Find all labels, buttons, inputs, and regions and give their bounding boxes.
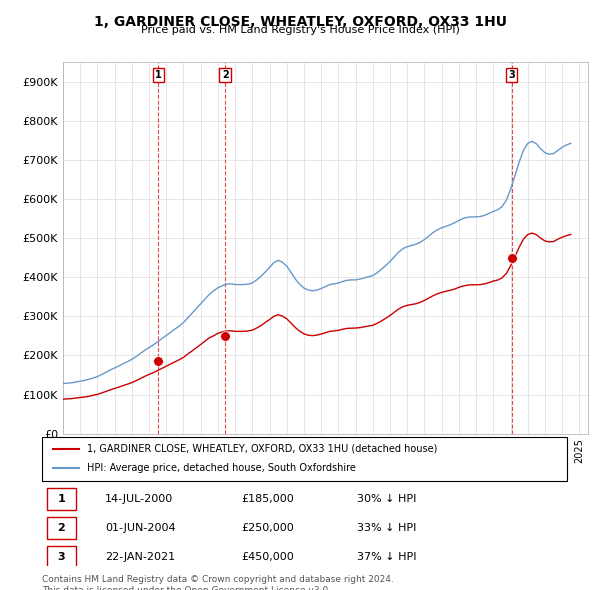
Text: HPI: Average price, detached house, South Oxfordshire: HPI: Average price, detached house, Sout…	[86, 464, 355, 473]
Text: 14-JUL-2000: 14-JUL-2000	[105, 494, 173, 504]
Text: 1, GARDINER CLOSE, WHEATLEY, OXFORD, OX33 1HU: 1, GARDINER CLOSE, WHEATLEY, OXFORD, OX3…	[94, 15, 506, 29]
Text: 1: 1	[155, 70, 162, 80]
FancyBboxPatch shape	[47, 488, 76, 510]
Text: 30% ↓ HPI: 30% ↓ HPI	[357, 494, 416, 504]
Text: 1: 1	[58, 494, 65, 504]
Text: 2: 2	[222, 70, 229, 80]
FancyBboxPatch shape	[47, 546, 76, 568]
FancyBboxPatch shape	[47, 517, 76, 539]
Text: 33% ↓ HPI: 33% ↓ HPI	[357, 523, 416, 533]
Text: 22-JAN-2021: 22-JAN-2021	[105, 552, 175, 562]
Text: £450,000: £450,000	[241, 552, 294, 562]
Text: 37% ↓ HPI: 37% ↓ HPI	[357, 552, 416, 562]
Text: 3: 3	[58, 552, 65, 562]
Text: 1, GARDINER CLOSE, WHEATLEY, OXFORD, OX33 1HU (detached house): 1, GARDINER CLOSE, WHEATLEY, OXFORD, OX3…	[86, 444, 437, 454]
FancyBboxPatch shape	[42, 437, 567, 481]
Text: Contains HM Land Registry data © Crown copyright and database right 2024.
This d: Contains HM Land Registry data © Crown c…	[42, 575, 394, 590]
Text: 01-JUN-2004: 01-JUN-2004	[105, 523, 176, 533]
Text: Price paid vs. HM Land Registry's House Price Index (HPI): Price paid vs. HM Land Registry's House …	[140, 25, 460, 35]
Text: 2: 2	[58, 523, 65, 533]
Text: £250,000: £250,000	[241, 523, 294, 533]
Text: £185,000: £185,000	[241, 494, 294, 504]
Text: 3: 3	[508, 70, 515, 80]
